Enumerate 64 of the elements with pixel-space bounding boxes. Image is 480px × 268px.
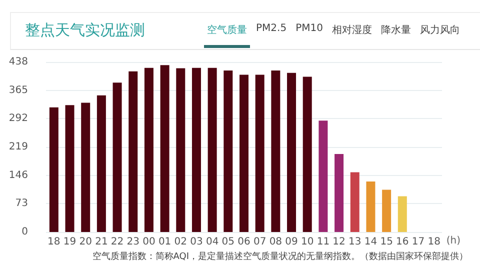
x-tick-label: 15 (380, 236, 393, 248)
bar (128, 71, 138, 232)
x-tick-label: 00 (142, 236, 156, 248)
bar (271, 70, 280, 232)
text: PM2.5 (256, 23, 287, 36)
text: 相对湿度 (332, 24, 372, 37)
x-tick-label: 03 (190, 236, 203, 248)
x-tick-label: 05 (222, 236, 235, 248)
x-tick-label: 12 (332, 236, 346, 248)
bar (49, 107, 58, 232)
bar (192, 68, 201, 232)
bar (240, 74, 248, 232)
x-tick-label: 02 (174, 236, 188, 248)
x-tick-label: 18 (48, 236, 60, 248)
x-tick-label: 17 (412, 236, 425, 248)
x-tick-label: 08 (269, 236, 282, 248)
bar (160, 65, 170, 232)
x-tick-label: 22 (110, 236, 124, 248)
bar (287, 72, 296, 232)
bar (302, 76, 312, 232)
x-tick-label: 23 (126, 236, 140, 248)
x-tick-label: 04 (206, 236, 219, 248)
text: 降水量 (380, 24, 411, 37)
bar (176, 68, 186, 232)
x-tick-label: 13 (348, 236, 362, 248)
y-tick-label: 0 (22, 226, 28, 238)
bar (366, 182, 376, 232)
bar (96, 95, 106, 232)
bar (224, 70, 233, 232)
y-tick-label: 73 (15, 198, 28, 210)
text: 风力风向 (420, 24, 460, 37)
y-tick-label: 365 (8, 84, 28, 96)
x-tick-label: 18 (428, 236, 440, 248)
x-tick-label: 09 (285, 236, 298, 248)
bar (318, 120, 328, 232)
x-axis-title: (h) (446, 236, 461, 246)
bar (350, 172, 360, 232)
x-tick-label: 07 (253, 236, 266, 248)
text: PM10 (296, 23, 323, 36)
bar (255, 74, 264, 232)
bar (382, 190, 392, 232)
x-tick-label: 14 (364, 236, 378, 248)
y-tick-label: 146 (8, 170, 28, 181)
y-tick-label: 438 (8, 56, 28, 68)
text: 空气质量指数：简称AQI，是定量描述空气质量状况的无量纲指数。（数据由国家环保部提供） (91, 250, 468, 263)
x-tick-label: 20 (79, 236, 92, 248)
x-tick-label: 19 (63, 236, 76, 248)
x-tick-label: 06 (238, 236, 250, 248)
bar (398, 196, 407, 232)
text: 空气质量 (207, 24, 247, 37)
y-tick-label: 219 (8, 142, 28, 152)
bar (81, 102, 90, 232)
x-tick-label: 21 (95, 236, 108, 248)
bar (112, 82, 122, 232)
x-tick-label: 10 (300, 236, 314, 248)
bar (208, 68, 217, 232)
x-tick-label: 11 (316, 236, 330, 248)
x-tick-label: 16 (396, 236, 409, 248)
bar (334, 154, 344, 232)
y-tick-label: 292 (8, 113, 28, 124)
chart-title: 整点天气实况监测 (25, 21, 145, 40)
bar (65, 105, 74, 232)
x-tick-label: 01 (158, 236, 172, 248)
bar (144, 68, 154, 232)
